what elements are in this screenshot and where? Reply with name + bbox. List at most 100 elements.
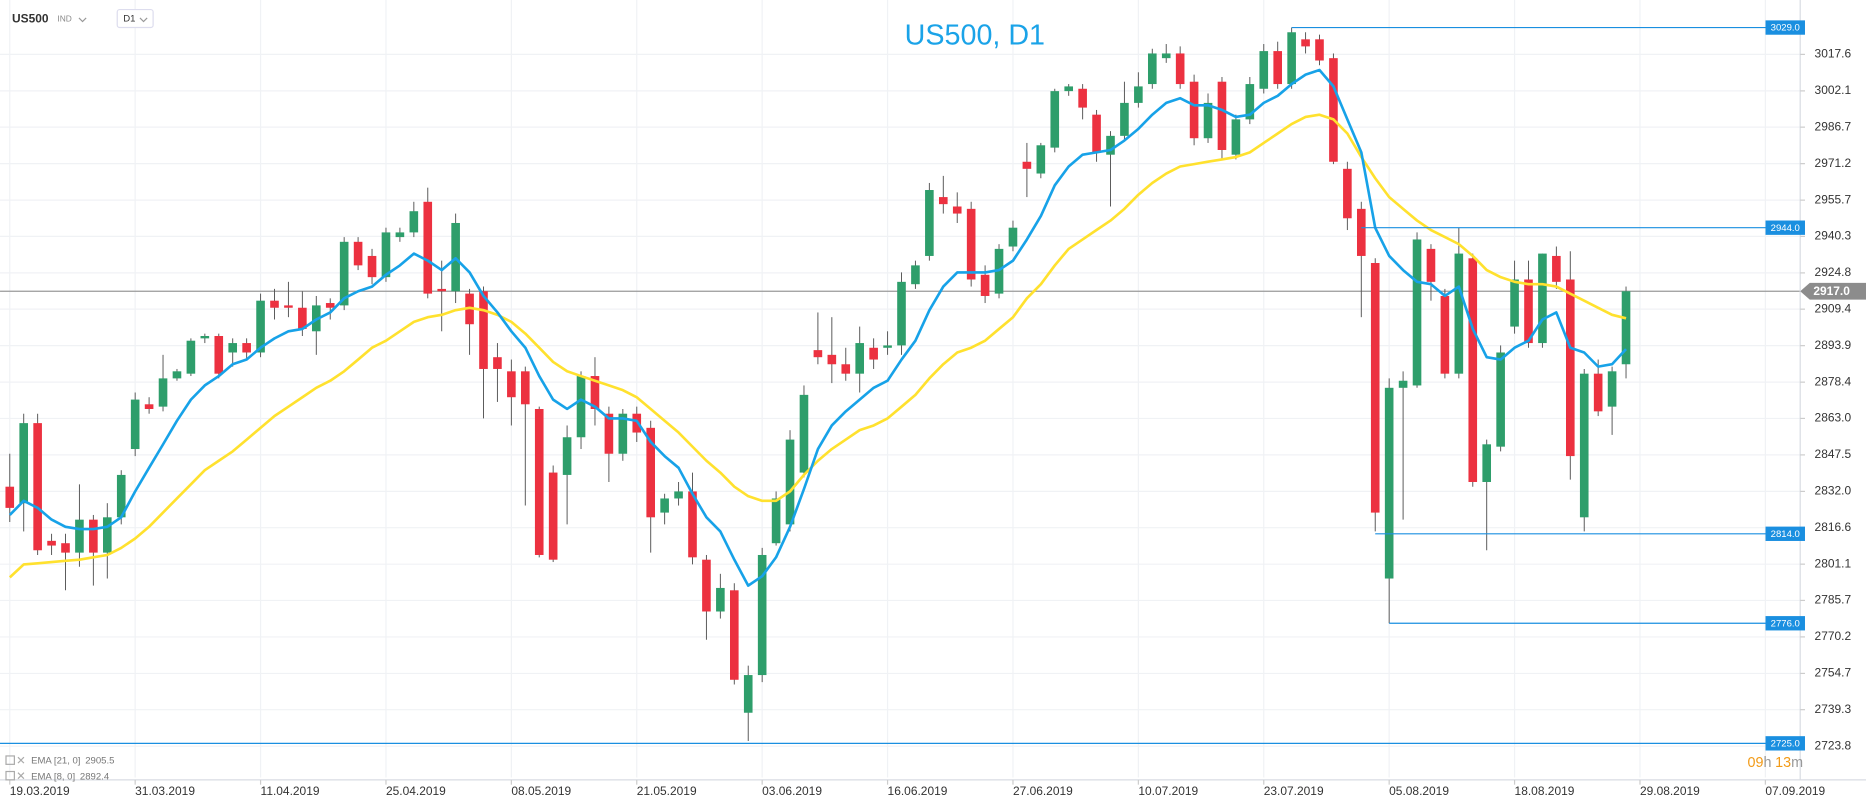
symbol-type[interactable]: IND [57,13,71,23]
candle-body [1510,279,1519,327]
candle-body [256,300,265,353]
legend-close-icon [17,772,25,780]
candle-body [270,300,279,308]
candle-body [437,288,447,292]
candle-body [1412,239,1422,386]
x-tick-label: 18.08.2019 [1515,784,1575,798]
candle-body [952,206,962,214]
candle-body [102,517,112,553]
candle-body [1315,39,1324,61]
legend-name: EMA [21, 0] [31,755,80,766]
candle-body [618,413,628,454]
candle-body [130,399,140,450]
candle-body [855,343,865,374]
candle-body [507,371,516,398]
x-tick-label: 23.07.2019 [1264,784,1324,798]
y-tick-label: 2909.4 [1815,301,1852,315]
legend-entry: EMA [21, 0] 2905.5 [31,755,114,766]
x-tick-label: 25.04.2019 [386,784,446,798]
candle-body [172,371,182,379]
candle-body [674,491,683,499]
timeframe[interactable]: D1 [123,14,135,25]
candle-body [520,371,530,405]
candle-body [534,408,544,555]
candle-body [214,336,224,374]
candle-body [1482,444,1492,482]
y-tick-label: 2816.6 [1815,520,1852,534]
level-label: 2725.0 [1771,738,1800,749]
x-tick-label: 31.03.2019 [135,784,195,798]
candle-body [1245,84,1255,120]
candle-body [883,345,892,348]
candle-body [1064,86,1074,92]
candle-body [1301,39,1310,47]
candle-body [785,439,795,525]
x-tick-label: 07.09.2019 [1765,784,1825,798]
candle-body [1329,58,1338,162]
candle-body [897,281,906,346]
level-label: 2776.0 [1771,618,1800,629]
y-tick-label: 3017.6 [1815,47,1852,61]
candle-body [242,343,251,353]
timer-unit: m [1791,755,1803,771]
candle-body [423,201,433,294]
candle-body [284,305,293,308]
candle-body [813,350,823,358]
y-tick-label: 2863.0 [1815,411,1852,425]
candle-body [771,498,781,544]
timeframe-box[interactable] [116,8,154,29]
x-tick-label: 03.06.2019 [762,784,822,798]
candle-body [1231,119,1241,155]
x-tick-label: 05.08.2019 [1389,784,1449,798]
candle-body [186,340,196,374]
candle-body [1217,81,1227,150]
candle-body [1607,371,1617,407]
level-tag [1765,736,1805,751]
y-tick-label: 2801.1 [1815,556,1852,570]
candle-body [1161,53,1171,59]
level-tag [1765,616,1805,631]
y-tick-label: 2986.7 [1815,119,1852,133]
symbol[interactable]: US500 [12,11,49,25]
y-tick-label: 2878.4 [1815,374,1852,388]
timer-minutes: 13 [1775,755,1791,771]
x-tick-label: 10.07.2019 [1138,784,1198,798]
candle-body [1496,352,1505,447]
candle-body [590,376,600,409]
candle-body [1189,81,1199,139]
candle-body [1022,161,1032,169]
candle-body [479,291,488,369]
y-tick-label: 3002.1 [1815,83,1852,97]
level-tag [1765,220,1805,235]
y-tick-label: 2832.0 [1815,484,1852,498]
candle-body [409,211,419,233]
level-label: 3029.0 [1771,23,1800,34]
candle-body [228,343,238,353]
y-tick-label: 2971.2 [1815,156,1852,170]
candle-body [158,378,168,407]
candle-body [1008,227,1018,247]
legend-entry: EMA [8, 0] 2892.4 [31,771,110,782]
candle-body [869,347,878,360]
ema-line [8,113,1627,579]
candle-body [1593,373,1603,412]
candle-body [1287,32,1296,85]
candle-body [1147,53,1157,85]
candle-body [1384,387,1394,579]
x-tick-label: 19.03.2019 [10,784,70,798]
ema-line [8,68,1628,587]
candle-body [144,404,154,409]
candle-body [493,357,502,369]
y-tick-label: 2723.8 [1815,738,1852,752]
candle-body [1078,88,1087,108]
current-price-label: 2917.0 [1813,284,1850,298]
x-tick-label: 29.08.2019 [1640,784,1700,798]
candle-body [1454,253,1464,374]
dropdown-icon[interactable] [139,17,148,23]
candle-body [1134,86,1143,103]
candle-body [729,590,739,680]
candle-body [1203,102,1213,139]
dropdown-icon[interactable] [78,17,87,23]
candle-body [1120,102,1129,136]
level-label: 2814.0 [1771,529,1800,540]
